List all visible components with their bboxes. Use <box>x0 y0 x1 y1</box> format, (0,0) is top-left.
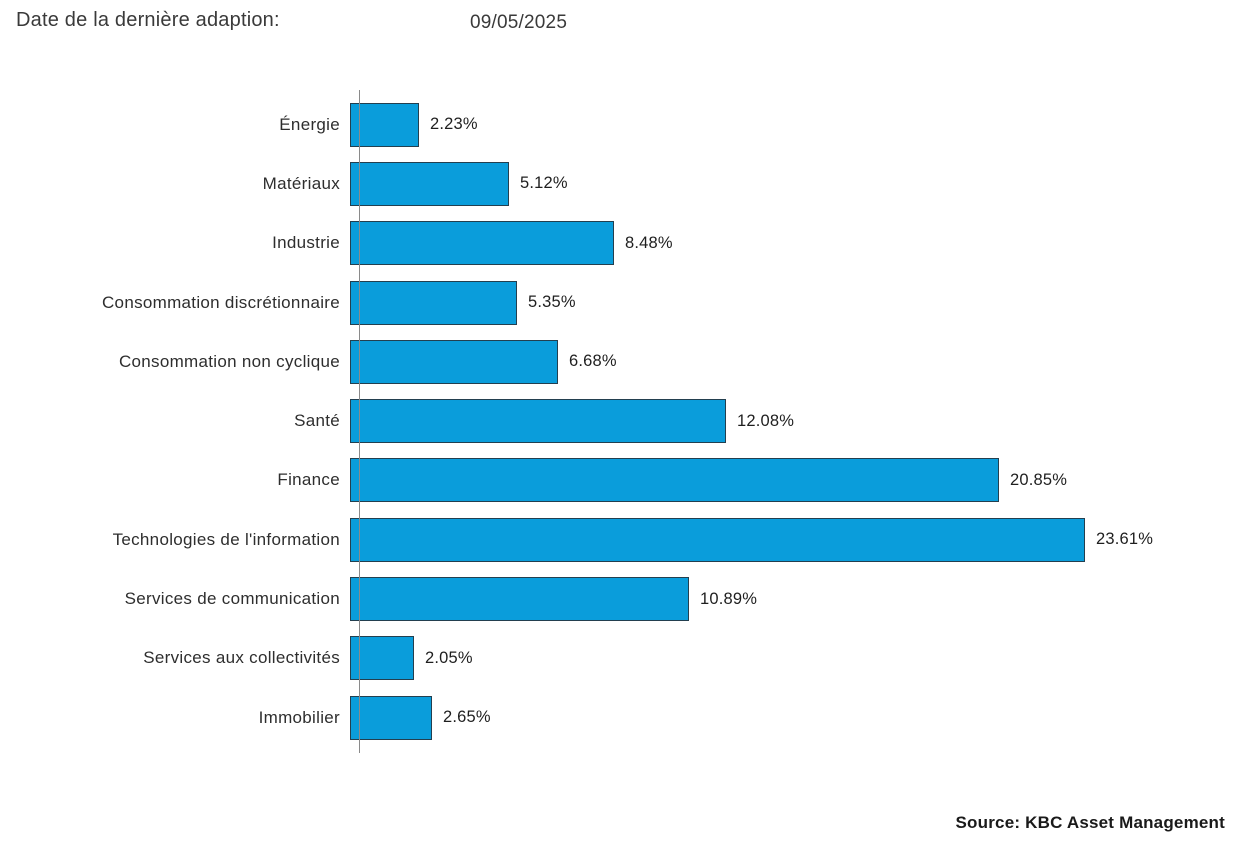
value-label: 20.85% <box>1010 470 1068 489</box>
last-update-date: 09/05/2025 <box>470 12 568 33</box>
chart-row: Industrie 8.48% <box>0 214 1250 273</box>
value-label: 6.68% <box>569 352 617 371</box>
chart-row: Consommation discrétionnaire 5.35% <box>0 273 1250 332</box>
bar <box>350 161 509 206</box>
value-label: 5.35% <box>528 293 576 312</box>
category-label: Services de communication <box>124 589 340 609</box>
value-label: 5.12% <box>520 174 568 193</box>
chart-row: Services aux collectivités 2.05% <box>0 629 1250 688</box>
bar <box>350 339 558 384</box>
category-label: Immobilier <box>258 707 340 727</box>
category-label: Santé <box>294 411 340 431</box>
bar-area: 20.85% <box>350 458 1068 503</box>
value-label: 2.23% <box>430 115 478 134</box>
bar <box>350 577 689 622</box>
category-label: Matériaux <box>262 173 340 193</box>
value-label: 8.48% <box>625 233 673 252</box>
value-label: 23.61% <box>1096 530 1154 549</box>
bar-area: 2.05% <box>350 636 473 681</box>
bar-area: 2.23% <box>350 102 478 147</box>
category-label: Industrie <box>272 233 340 253</box>
bar <box>350 517 1085 562</box>
category-label: Consommation discrétionnaire <box>101 292 340 312</box>
source-credit: Source: KBC Asset Management <box>955 813 1225 832</box>
bar <box>350 221 614 266</box>
bar-area: 10.89% <box>350 577 758 622</box>
bar <box>350 102 419 147</box>
bar-area: 8.48% <box>350 221 673 266</box>
value-label: 2.65% <box>443 708 491 727</box>
chart-row: Immobilier 2.65% <box>0 688 1250 747</box>
chart-row: Finance 20.85% <box>0 451 1250 510</box>
category-label: Technologies de l'information <box>112 529 340 549</box>
value-label: 10.89% <box>700 589 758 608</box>
bar <box>350 280 517 325</box>
bar <box>350 399 726 444</box>
bar <box>350 695 432 740</box>
bar-area: 5.12% <box>350 161 568 206</box>
bar <box>350 458 999 503</box>
y-axis-line <box>359 90 360 753</box>
chart-rows: Énergie 2.23% Matériaux 5.12% Industrie 8.48%… <box>0 95 1250 747</box>
chart-row: Consommation non cyclique 6.68% <box>0 332 1250 391</box>
chart-row: Services de communication 10.89% <box>0 569 1250 628</box>
category-label: Finance <box>277 470 340 490</box>
chart-row: Santé 12.08% <box>0 391 1250 450</box>
chart-row: Matériaux 5.12% <box>0 154 1250 213</box>
sector-allocation-bar-chart: Énergie 2.23% Matériaux 5.12% Industrie 8.48%… <box>0 90 1250 753</box>
category-label: Services aux collectivités <box>143 648 340 668</box>
chart-row: Énergie 2.23% <box>0 95 1250 154</box>
value-label: 12.08% <box>737 411 795 430</box>
bar-area: 12.08% <box>350 399 795 444</box>
category-label: Consommation non cyclique <box>118 351 340 371</box>
bar-area: 6.68% <box>350 339 617 384</box>
bar-area: 23.61% <box>350 517 1154 562</box>
bar <box>350 636 414 681</box>
bar-area: 5.35% <box>350 280 576 325</box>
bar-area: 2.65% <box>350 695 491 740</box>
chart-row: Technologies de l'information 23.61% <box>0 510 1250 569</box>
last-update-label: Date de la dernière adaption: <box>16 9 280 31</box>
category-label: Énergie <box>279 114 340 134</box>
value-label: 2.05% <box>425 648 473 667</box>
